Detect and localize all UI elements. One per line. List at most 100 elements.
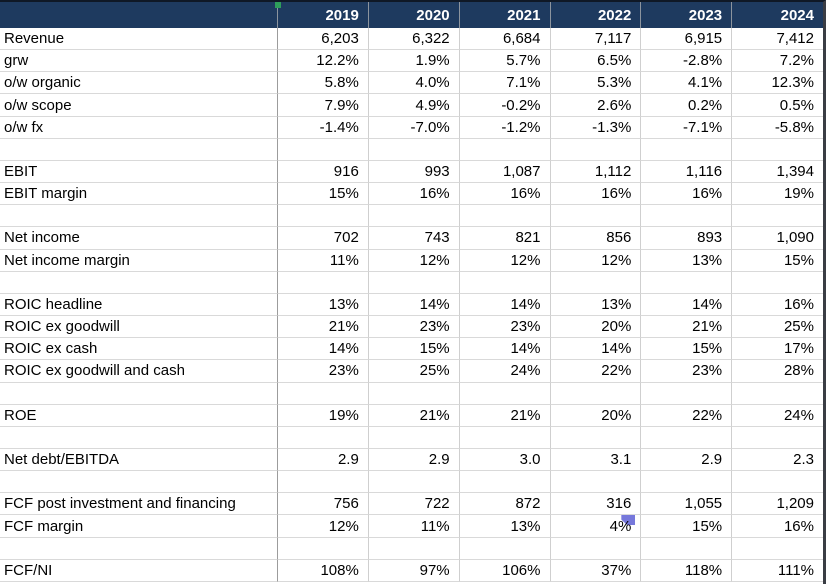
value-cell[interactable]: 7.9% xyxy=(278,94,369,117)
value-cell[interactable] xyxy=(459,537,551,560)
value-cell[interactable]: 0.2% xyxy=(641,94,733,117)
value-cell[interactable] xyxy=(732,272,823,294)
value-cell[interactable]: 28% xyxy=(732,360,823,383)
row-label-cell[interactable]: FCF margin xyxy=(0,515,278,538)
value-cell[interactable]: 118% xyxy=(641,559,733,582)
value-cell[interactable]: 21% xyxy=(459,404,551,427)
value-cell[interactable]: 5.3% xyxy=(550,72,642,95)
value-cell[interactable]: 16% xyxy=(732,294,823,317)
value-cell[interactable]: 4.9% xyxy=(368,94,460,117)
value-cell[interactable] xyxy=(459,426,551,449)
value-cell[interactable]: 821 xyxy=(459,227,551,250)
row-label-cell[interactable] xyxy=(0,382,278,405)
value-cell[interactable]: 6,322 xyxy=(368,28,460,51)
value-cell[interactable] xyxy=(368,138,460,161)
value-cell[interactable]: 4% xyxy=(550,515,642,538)
value-cell[interactable] xyxy=(278,271,369,294)
value-cell[interactable]: 106% xyxy=(459,559,551,582)
value-cell[interactable]: 14% xyxy=(641,293,733,317)
value-cell[interactable]: 1,090 xyxy=(732,227,823,250)
value-cell[interactable]: 2.3 xyxy=(732,449,823,472)
value-cell[interactable]: -0.2% xyxy=(459,94,551,117)
value-cell[interactable] xyxy=(278,382,369,405)
row-label-cell[interactable]: ROIC ex goodwill xyxy=(0,316,278,339)
value-cell[interactable]: 21% xyxy=(368,404,460,427)
value-cell[interactable] xyxy=(550,471,642,494)
row-label-cell[interactable] xyxy=(0,426,278,449)
value-cell[interactable]: 19% xyxy=(278,404,369,427)
value-cell[interactable]: 5.8% xyxy=(278,72,369,95)
value-cell[interactable]: 13% xyxy=(459,515,551,538)
row-label-cell[interactable] xyxy=(0,138,278,161)
value-cell[interactable]: 2.6% xyxy=(550,94,642,117)
value-cell[interactable]: 2.9 xyxy=(641,448,733,472)
value-cell[interactable] xyxy=(641,471,733,494)
value-cell[interactable] xyxy=(459,205,551,228)
value-cell[interactable]: 1,394 xyxy=(732,161,823,184)
value-cell[interactable]: 15% xyxy=(641,515,733,538)
row-label-cell[interactable]: FCF post investment and financing xyxy=(0,493,278,516)
row-label-cell[interactable] xyxy=(0,271,278,294)
row-label-cell[interactable]: EBIT xyxy=(0,160,278,184)
value-cell[interactable]: 24% xyxy=(732,405,823,427)
value-cell[interactable]: 97% xyxy=(368,559,460,582)
header-year-cell[interactable]: 2022 xyxy=(551,2,642,28)
header-year-cell[interactable]: 2024 xyxy=(732,2,823,28)
value-cell[interactable]: 15% xyxy=(732,250,823,272)
row-label-cell[interactable]: EBIT margin xyxy=(0,183,278,206)
value-cell[interactable]: -1.3% xyxy=(550,116,642,139)
value-cell[interactable] xyxy=(550,382,642,405)
value-cell[interactable]: 25% xyxy=(368,360,460,383)
value-cell[interactable]: 12% xyxy=(459,249,551,272)
value-cell[interactable]: -7.0% xyxy=(368,116,460,139)
value-cell[interactable] xyxy=(641,537,733,560)
value-cell[interactable]: 108% xyxy=(278,559,369,582)
value-cell[interactable]: 7,412 xyxy=(732,28,823,51)
value-cell[interactable] xyxy=(732,538,823,560)
value-cell[interactable] xyxy=(278,205,369,228)
value-cell[interactable]: 14% xyxy=(368,293,460,317)
value-cell[interactable]: 1,055 xyxy=(641,493,733,516)
value-cell[interactable]: 3.1 xyxy=(550,448,642,472)
header-year-cell[interactable]: 2021 xyxy=(460,2,551,28)
header-year-cell[interactable]: 2020 xyxy=(369,2,460,28)
value-cell[interactable]: 12.3% xyxy=(732,72,823,95)
value-cell[interactable]: 25% xyxy=(732,316,823,339)
value-cell[interactable]: 13% xyxy=(278,293,369,317)
value-cell[interactable] xyxy=(550,537,642,560)
value-cell[interactable] xyxy=(641,205,733,228)
value-cell[interactable]: 16% xyxy=(368,183,460,206)
row-label-cell[interactable] xyxy=(0,537,278,560)
value-cell[interactable]: 14% xyxy=(550,338,642,361)
value-cell[interactable]: 7,117 xyxy=(550,28,642,51)
value-cell[interactable]: 12% xyxy=(278,515,369,538)
value-cell[interactable]: 21% xyxy=(641,316,733,339)
value-cell[interactable]: 6,684 xyxy=(459,28,551,51)
value-cell[interactable]: 16% xyxy=(459,183,551,206)
value-cell[interactable]: 6,203 xyxy=(278,28,369,51)
value-cell[interactable] xyxy=(459,271,551,294)
value-cell[interactable] xyxy=(278,537,369,560)
value-cell[interactable] xyxy=(368,271,460,294)
value-cell[interactable]: 743 xyxy=(368,227,460,250)
value-cell[interactable]: 1.9% xyxy=(368,50,460,73)
value-cell[interactable]: 15% xyxy=(278,183,369,206)
value-cell[interactable]: 22% xyxy=(550,360,642,383)
value-cell[interactable]: 722 xyxy=(368,493,460,516)
value-cell[interactable]: 111% xyxy=(732,560,823,582)
value-cell[interactable] xyxy=(641,271,733,294)
value-cell[interactable]: -5.8% xyxy=(732,117,823,139)
value-cell[interactable]: 916 xyxy=(278,160,369,184)
value-cell[interactable] xyxy=(641,382,733,405)
value-cell[interactable]: 316 xyxy=(550,493,642,516)
value-cell[interactable]: 23% xyxy=(459,316,551,339)
header-corner-cell[interactable] xyxy=(0,2,278,28)
value-cell[interactable] xyxy=(550,426,642,449)
value-cell[interactable]: 23% xyxy=(641,360,733,383)
value-cell[interactable]: -2.8% xyxy=(641,50,733,73)
value-cell[interactable]: 7.1% xyxy=(459,72,551,95)
value-cell[interactable] xyxy=(278,426,369,449)
row-label-cell[interactable]: Net income margin xyxy=(0,249,278,272)
value-cell[interactable]: 24% xyxy=(459,360,551,383)
value-cell[interactable]: 872 xyxy=(459,493,551,516)
